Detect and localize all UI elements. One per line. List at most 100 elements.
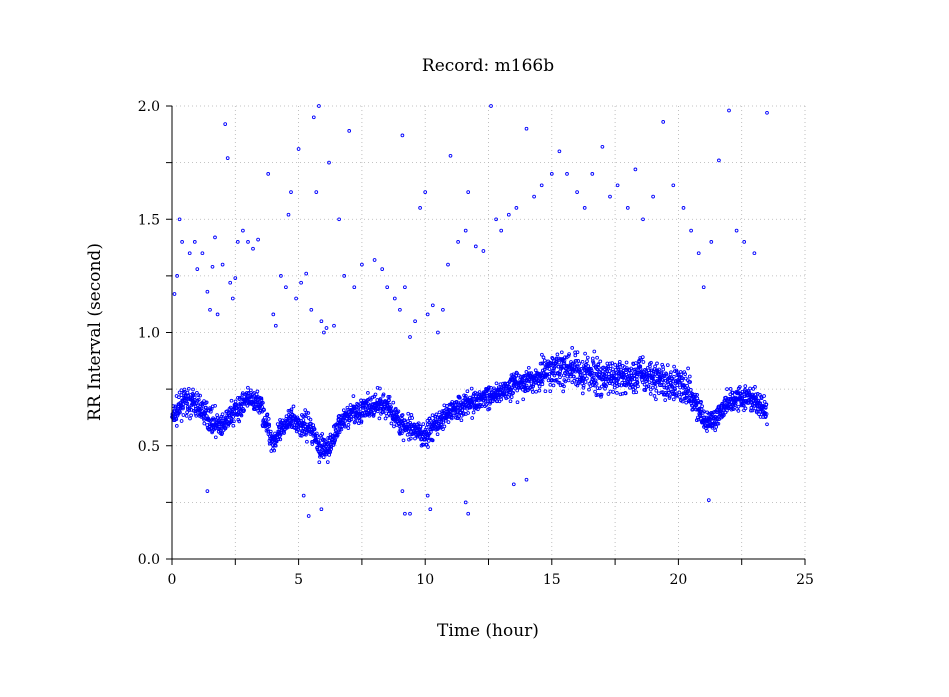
outlier-point [661, 120, 666, 124]
data-point [317, 460, 322, 465]
data-point [643, 388, 648, 392]
data-point [673, 387, 677, 392]
outlier-point [514, 206, 519, 210]
data-point [688, 388, 693, 392]
data-point [487, 385, 491, 390]
outlier-point [235, 240, 240, 244]
data-point [459, 418, 464, 423]
y-axis-ticks: 0.0 0.5 1.0 1.5 2.0 [138, 99, 172, 568]
data-point [511, 390, 516, 395]
data-point [430, 438, 435, 443]
outlier-point [413, 319, 417, 324]
data-point [641, 360, 646, 364]
data-point [179, 388, 184, 393]
data-point [526, 387, 531, 392]
data-point [593, 389, 597, 394]
outlier-point [228, 280, 233, 285]
data-point [421, 422, 426, 426]
outlier-point [689, 228, 693, 233]
outlier-point [557, 149, 562, 154]
data-point [598, 359, 603, 364]
outlier-point [309, 307, 314, 312]
data-point [748, 386, 752, 391]
data-point [555, 352, 560, 357]
data-point [511, 372, 516, 377]
data-point [483, 397, 488, 401]
data-point [291, 404, 296, 409]
data-point [684, 393, 689, 398]
data-point [339, 427, 344, 432]
data-point [366, 391, 370, 395]
outlier-point [742, 240, 747, 244]
outlier-point [727, 108, 731, 113]
data-point [695, 392, 699, 397]
data-points [170, 104, 769, 518]
data-point [228, 405, 233, 410]
data-point [185, 401, 190, 406]
data-point [642, 382, 647, 387]
data-point [437, 410, 442, 415]
data-point [581, 385, 586, 390]
data-point [513, 379, 518, 383]
outlier-point [494, 217, 498, 222]
data-point [667, 390, 671, 395]
data-point [526, 365, 531, 370]
outlier-point [549, 172, 554, 176]
outlier-point [706, 498, 711, 502]
data-point [664, 372, 669, 377]
data-point [686, 366, 690, 371]
data-point [393, 419, 398, 424]
data-point [495, 399, 500, 403]
outlier-point [565, 172, 569, 176]
data-point [765, 422, 769, 427]
data-point [348, 403, 353, 407]
x-axis-label: Time (hour) [437, 621, 539, 641]
data-point [589, 368, 594, 373]
data-point [487, 406, 492, 411]
data-point [595, 386, 600, 390]
data-point [325, 460, 330, 464]
data-point [714, 425, 719, 429]
data-point [702, 409, 706, 414]
outlier-point [400, 489, 405, 493]
outlier-point [347, 129, 352, 133]
data-point [697, 406, 702, 411]
data-point [696, 398, 701, 403]
data-point [192, 395, 197, 400]
data-point [699, 400, 703, 404]
data-point [434, 412, 439, 417]
data-point [393, 406, 398, 411]
data-point [231, 423, 236, 428]
outlier-point [499, 228, 504, 233]
data-point [585, 359, 589, 364]
data-point [755, 410, 759, 415]
outlier-point [701, 285, 706, 290]
data-point [591, 375, 596, 380]
data-point [585, 355, 590, 360]
data-point [537, 388, 542, 393]
data-point [361, 413, 366, 418]
outlier-point [210, 264, 215, 269]
data-point [218, 428, 223, 433]
data-point [418, 424, 423, 429]
data-point [353, 419, 358, 424]
y-tick-label: 2.0 [138, 99, 160, 115]
data-point [570, 346, 575, 350]
outlier-point [456, 240, 460, 244]
data-point [259, 398, 264, 402]
data-point [265, 412, 270, 417]
outlier-point [418, 206, 422, 210]
outlier-point [717, 158, 721, 163]
data-point [562, 384, 566, 389]
data-point [651, 375, 655, 380]
outlier-point [671, 183, 676, 188]
data-point [614, 374, 619, 379]
data-point [541, 355, 546, 360]
data-point [181, 413, 186, 417]
outlier-point [633, 167, 638, 172]
data-point [489, 389, 494, 394]
data-point [524, 370, 529, 374]
outlier-point [641, 217, 645, 222]
data-point [654, 397, 658, 402]
data-point [378, 386, 382, 391]
